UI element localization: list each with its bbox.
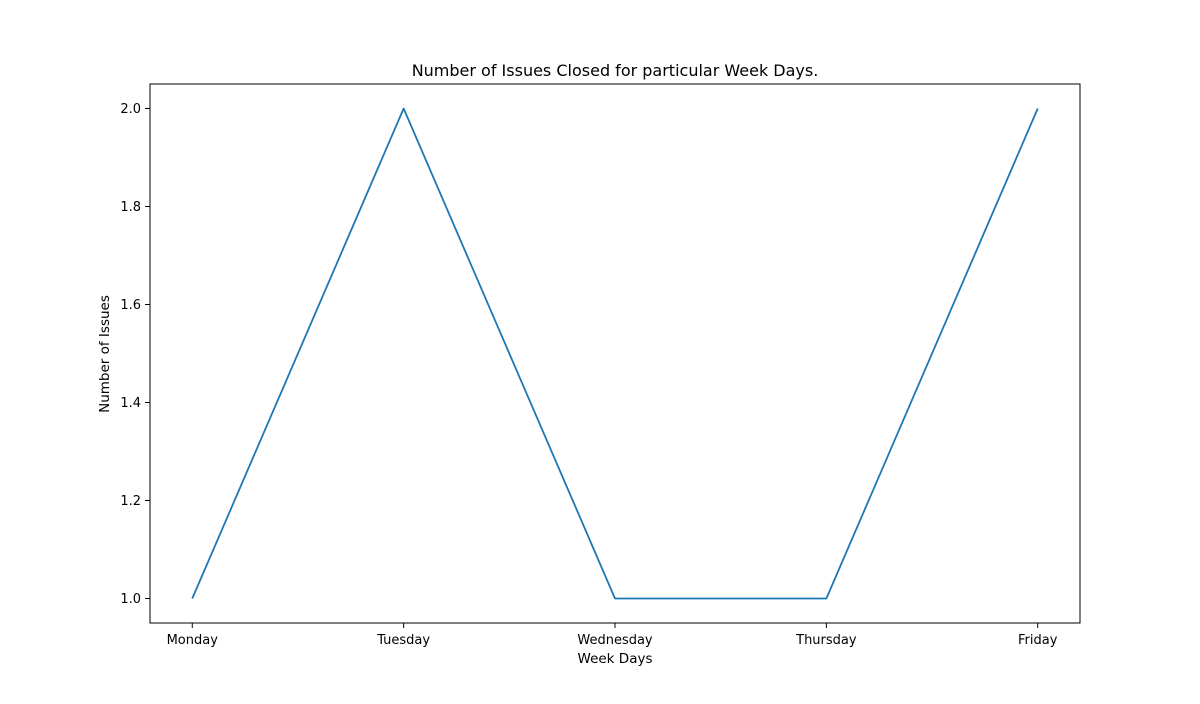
y-axis-label: Number of Issues	[97, 295, 113, 413]
y-tick-label: 1.4	[120, 396, 141, 411]
series-line	[191, 107, 1039, 600]
chart-title: Number of Issues Closed for particular W…	[412, 61, 819, 80]
x-tick-label-friday: Friday	[1018, 633, 1058, 648]
y-tick-label: 1.8	[120, 200, 141, 215]
x-tick-label-thursday: Thursday	[795, 633, 857, 648]
y-tick-label: 1.2	[120, 494, 141, 509]
x-tick-label-monday: Monday	[167, 633, 219, 648]
y-tick-label: 1.6	[120, 298, 141, 313]
plot-area: Monday Tuesday Wednesday Thursday Friday 1.0 1…	[120, 83, 1081, 648]
x-tick-label-wednesday: Wednesday	[577, 633, 653, 648]
x-axis-label: Week Days	[578, 651, 653, 667]
y-tick-label: 2.0	[120, 102, 141, 117]
x-tick-label-tuesday: Tuesday	[376, 633, 430, 648]
y-tick-label: 1.0	[120, 592, 141, 607]
